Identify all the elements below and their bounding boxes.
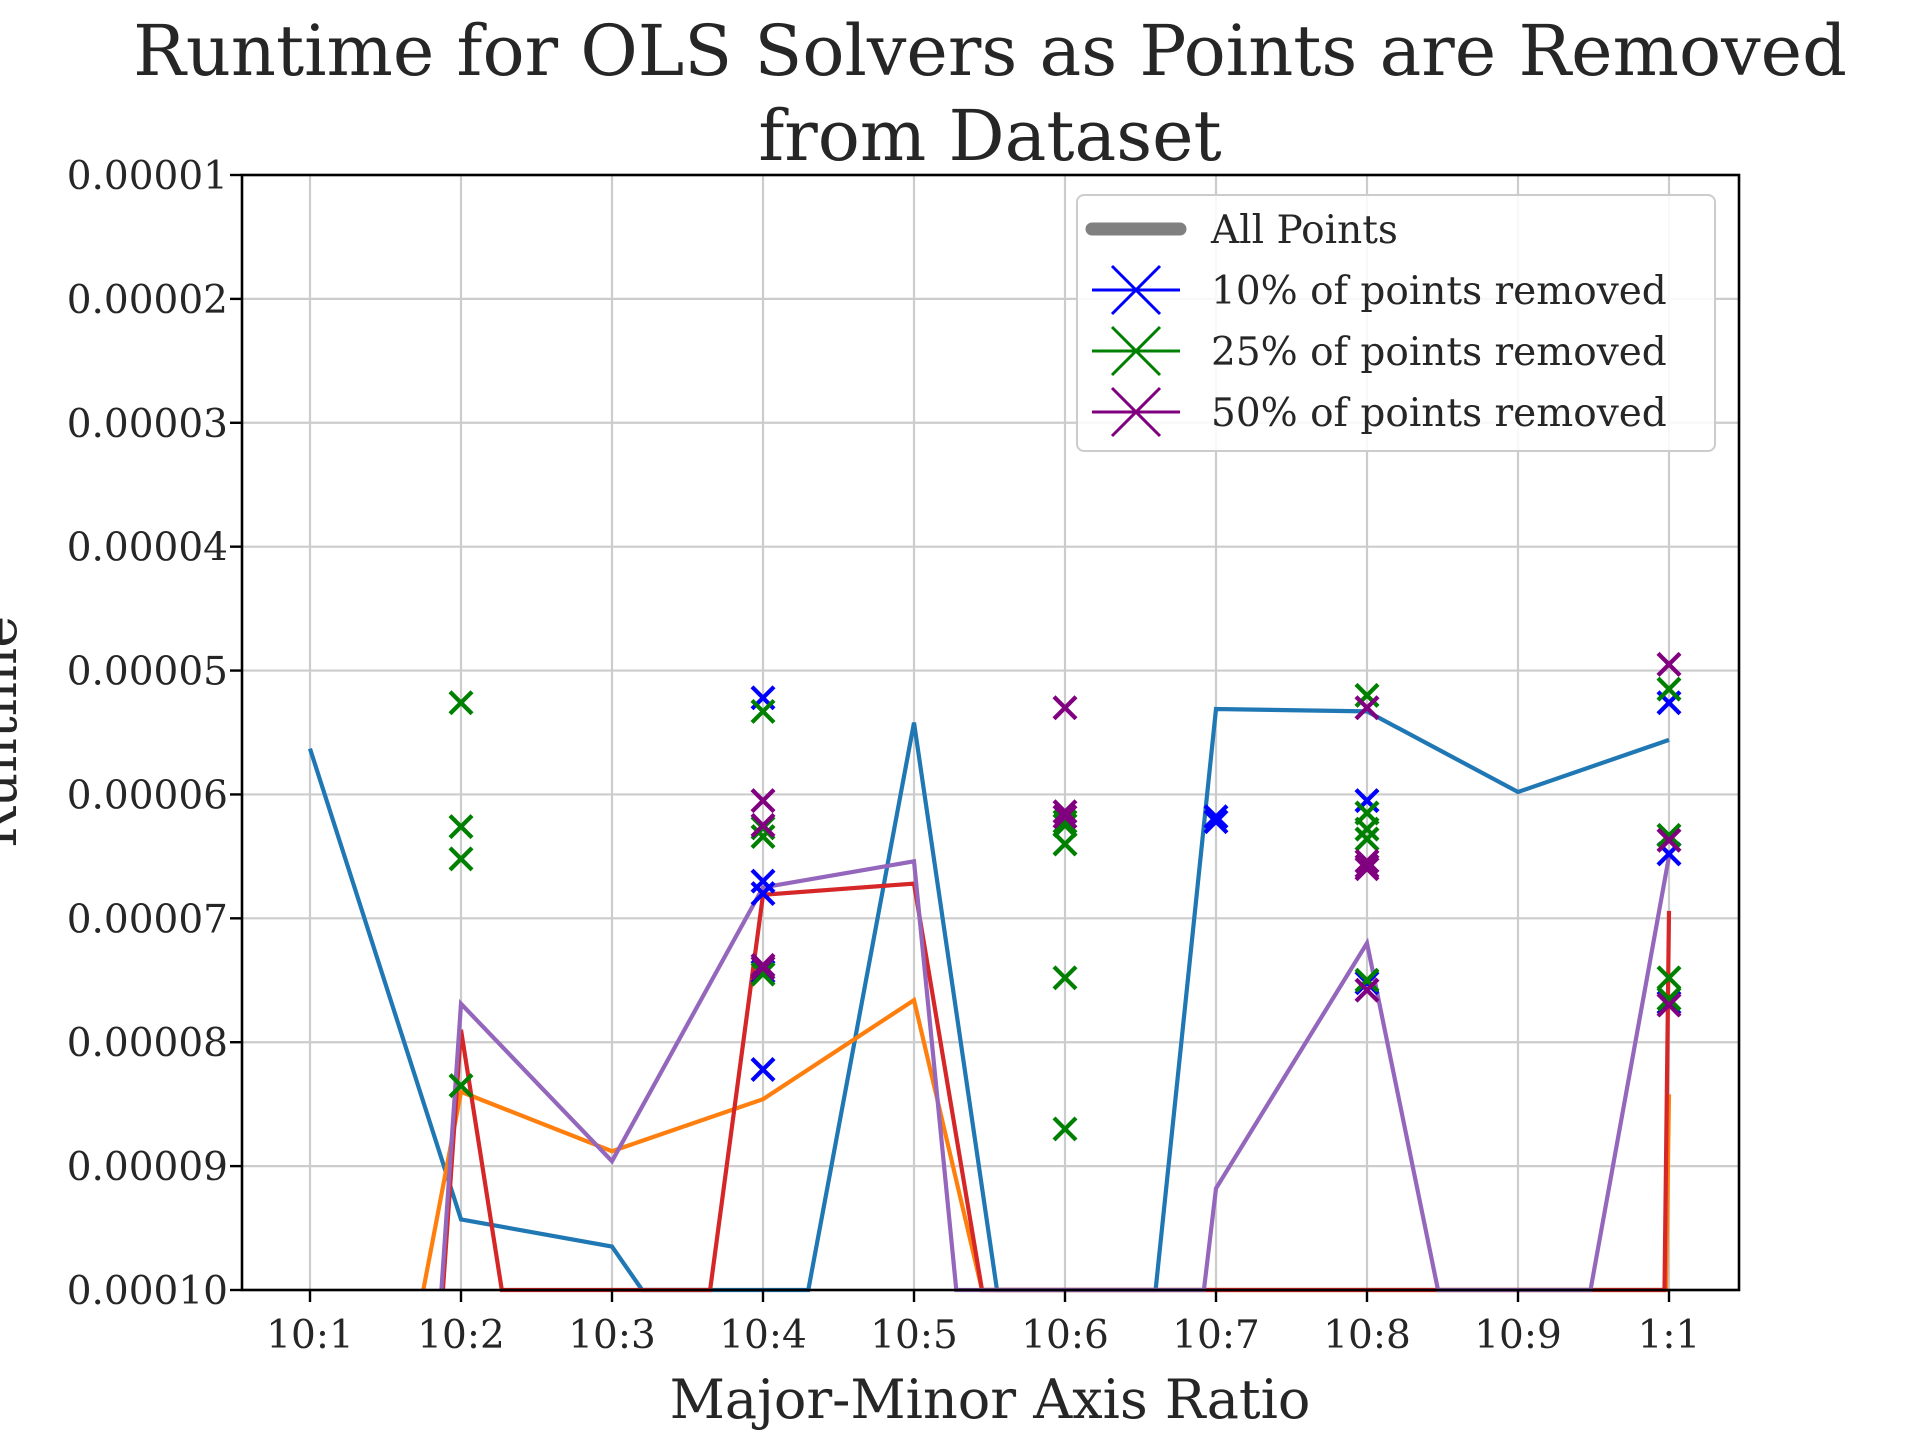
scatter-point-c008000 bbox=[1052, 965, 1078, 991]
x-tick-label: 10:9 bbox=[1474, 1313, 1562, 1358]
scatter-point-c0000ff bbox=[750, 881, 776, 907]
series-lines bbox=[308, 706, 1672, 1293]
legend: All Points 10% of points removed 25% of … bbox=[1076, 194, 1716, 452]
series-line-4 bbox=[439, 856, 1672, 1293]
scatter-point-c008000 bbox=[1354, 967, 1380, 993]
scatter-point-c008000 bbox=[750, 961, 776, 987]
scatter-point-c008000 bbox=[448, 1073, 474, 1099]
x-tick-label: 10:8 bbox=[1323, 1313, 1411, 1358]
scatter-point-c008000 bbox=[448, 846, 474, 872]
legend-label-all-points: All Points bbox=[1210, 208, 1398, 253]
scatter-point-c008000 bbox=[750, 824, 776, 850]
scatter-point-c0000ff bbox=[1203, 804, 1229, 830]
scatter-point-c800080 bbox=[750, 952, 776, 978]
series-line-1 bbox=[308, 706, 1670, 1293]
y-tick-label: 0.00003 bbox=[67, 402, 228, 447]
scatter-point-c800080 bbox=[750, 812, 776, 838]
x-tick-label: 10:5 bbox=[870, 1313, 958, 1358]
y-tick-label: 0.00007 bbox=[67, 897, 228, 942]
legend-swatch-10-percent bbox=[1092, 264, 1180, 316]
scatter-point-c0000ff bbox=[1203, 809, 1229, 835]
scatter-point-c800080 bbox=[1052, 799, 1078, 825]
x-tick-label: 1:1 bbox=[1638, 1313, 1701, 1358]
plot-frame bbox=[240, 173, 1741, 1292]
scatter-point-c008000 bbox=[1354, 826, 1380, 852]
scatter-point-c800080 bbox=[1354, 695, 1380, 721]
scatter-point-c008000 bbox=[1656, 822, 1682, 848]
x-tick-label: 10:6 bbox=[1021, 1313, 1109, 1358]
scatter-markers bbox=[448, 651, 1682, 1142]
scatter-point-c008000 bbox=[448, 814, 474, 840]
x-axis-label: Major-Minor Axis Ratio bbox=[670, 1368, 1311, 1431]
legend-swatch-50-percent bbox=[1092, 386, 1180, 438]
series-line-3 bbox=[440, 881, 1672, 1293]
scatter-point-c008000 bbox=[750, 698, 776, 724]
y-tick-label: 0.00010 bbox=[67, 1269, 228, 1314]
scatter-point-c800080 bbox=[1052, 695, 1078, 721]
scatter-point-c800080 bbox=[1354, 848, 1380, 874]
x-tick-label: 10:1 bbox=[266, 1313, 354, 1358]
scatter-point-c008000 bbox=[1656, 676, 1682, 702]
y-tick-label: 0.00001 bbox=[67, 154, 228, 199]
x-axis-ticks: 10:1 10:2 10:3 10:4 10:5 10:6 10:7 10:8 10:9 1:1 bbox=[266, 1290, 1700, 1358]
x-tick-label: 10:2 bbox=[417, 1313, 505, 1358]
scatter-point-c008000 bbox=[448, 690, 474, 716]
scatter-point-c0000ff bbox=[750, 1056, 776, 1082]
grid bbox=[242, 173, 1739, 1292]
y-tick-label: 0.00002 bbox=[67, 278, 228, 323]
legend-swatch-25-percent bbox=[1092, 325, 1180, 377]
scatter-point-c800080 bbox=[1354, 977, 1380, 1003]
legend-label-50-percent: 50% of points removed bbox=[1211, 391, 1667, 436]
scatter-point-c800080 bbox=[1656, 651, 1682, 677]
scatter-point-c800080 bbox=[1656, 992, 1682, 1018]
x-tick-label: 10:4 bbox=[719, 1313, 807, 1358]
legend-label-25-percent: 25% of points removed bbox=[1211, 330, 1667, 375]
scatter-point-c800080 bbox=[750, 788, 776, 814]
scatter-point-c008000 bbox=[1052, 809, 1078, 835]
x-tick-label: 10:7 bbox=[1172, 1313, 1260, 1358]
scatter-point-c800080 bbox=[1354, 856, 1380, 882]
y-tick-label: 0.00004 bbox=[67, 526, 228, 571]
scatter-point-c800080 bbox=[1052, 804, 1078, 830]
y-tick-label: 0.00008 bbox=[67, 1021, 228, 1066]
scatter-point-c008000 bbox=[1052, 1116, 1078, 1142]
scatter-point-c800080 bbox=[1656, 827, 1682, 853]
y-axis-ticks: 0.00001 0.00002 0.00003 0.00004 0.00005 0.000… bbox=[67, 154, 242, 1314]
y-tick-label: 0.00005 bbox=[67, 650, 228, 695]
y-axis-label: Runtime bbox=[0, 616, 29, 848]
legend-label-10-percent: 10% of points removed bbox=[1211, 269, 1667, 314]
scatter-point-c008000 bbox=[1656, 965, 1682, 991]
y-tick-label: 0.00006 bbox=[67, 773, 228, 818]
legend-frame bbox=[1076, 194, 1716, 452]
chart-title-line-1: Runtime for OLS Solvers as Points are Re… bbox=[133, 10, 1847, 92]
scatter-point-c008000 bbox=[1052, 831, 1078, 857]
x-tick-label: 10:3 bbox=[568, 1313, 656, 1358]
scatter-point-c008000 bbox=[1354, 816, 1380, 842]
y-tick-label: 0.00009 bbox=[67, 1145, 228, 1190]
scatter-point-c008000 bbox=[1656, 986, 1682, 1012]
chart-title-line-2: from Dataset bbox=[758, 95, 1221, 177]
